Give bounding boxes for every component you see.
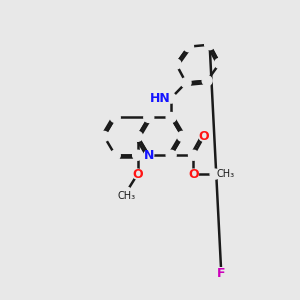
Circle shape bbox=[99, 131, 109, 141]
Circle shape bbox=[166, 150, 176, 160]
Text: N: N bbox=[144, 149, 154, 162]
Circle shape bbox=[188, 169, 199, 179]
Circle shape bbox=[202, 76, 212, 86]
Circle shape bbox=[133, 169, 142, 179]
Circle shape bbox=[181, 78, 191, 88]
Text: O: O bbox=[199, 130, 209, 143]
Circle shape bbox=[199, 131, 209, 141]
Circle shape bbox=[133, 131, 142, 141]
Text: HN: HN bbox=[150, 92, 171, 105]
Circle shape bbox=[177, 131, 187, 141]
Circle shape bbox=[166, 112, 176, 122]
Circle shape bbox=[133, 150, 142, 160]
Text: O: O bbox=[132, 168, 143, 181]
Circle shape bbox=[216, 269, 226, 279]
Circle shape bbox=[210, 169, 220, 179]
Circle shape bbox=[171, 59, 181, 69]
Circle shape bbox=[122, 187, 131, 197]
Text: CH₃: CH₃ bbox=[216, 169, 235, 179]
Text: F: F bbox=[217, 268, 226, 281]
Circle shape bbox=[144, 150, 154, 160]
Circle shape bbox=[110, 112, 120, 122]
Circle shape bbox=[214, 58, 224, 68]
Circle shape bbox=[110, 150, 120, 160]
Circle shape bbox=[184, 42, 194, 52]
Circle shape bbox=[166, 93, 176, 103]
Circle shape bbox=[188, 150, 199, 160]
Circle shape bbox=[144, 112, 154, 122]
Circle shape bbox=[205, 40, 214, 50]
Text: O: O bbox=[188, 168, 199, 181]
Text: CH₃: CH₃ bbox=[117, 191, 136, 201]
